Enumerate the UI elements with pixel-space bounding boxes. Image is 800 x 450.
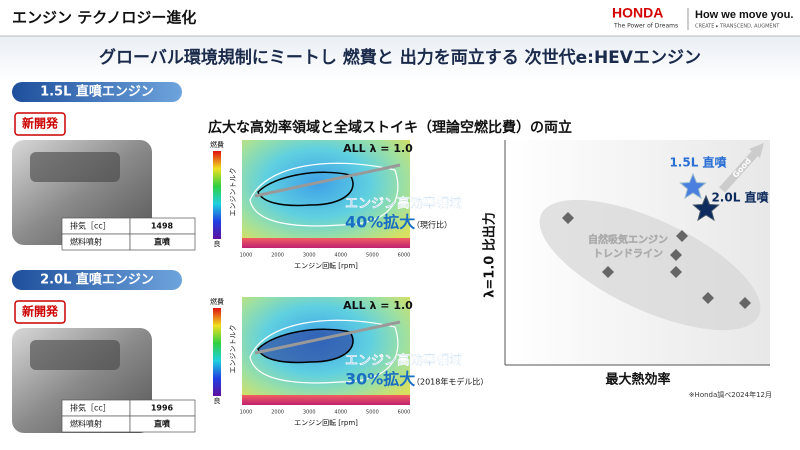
callout-value: 30%拡大 xyxy=(345,370,415,389)
brand-tagline: The Power of Dreams xyxy=(613,23,678,30)
x-tick-label: 3000 xyxy=(303,253,316,259)
heatmap-band xyxy=(242,238,410,248)
x-axis-label: 最大熱効率 xyxy=(605,372,670,388)
contour-inner xyxy=(257,171,354,207)
scale-bottom: 良 xyxy=(214,396,221,405)
callout: エンジン高効率領域 xyxy=(345,353,462,369)
x-tick-label: 4000 xyxy=(334,253,347,259)
table-cell xyxy=(129,415,196,433)
x-tick-label: 5000 xyxy=(366,253,379,259)
highlight-label: 1.5L 直噴 xyxy=(669,155,727,170)
table-value: 直噴 xyxy=(154,237,171,247)
headline-band xyxy=(0,36,800,80)
color-scale xyxy=(213,308,221,396)
brand: HONDA xyxy=(612,5,663,21)
diamonds xyxy=(562,212,751,309)
map-note: ALL λ = 1.0 xyxy=(343,142,413,155)
badge: 新開発 xyxy=(22,116,59,131)
x-tick-label: 1000 xyxy=(240,253,253,259)
color-scale xyxy=(213,151,221,239)
engine-detail xyxy=(30,340,120,370)
callout-note: （現行比） xyxy=(412,220,452,230)
good-arrowhead xyxy=(749,143,764,158)
x-tick-label: 5000 xyxy=(366,410,379,416)
table-label: 排気［cc］ xyxy=(70,221,111,231)
heatmap-band xyxy=(242,395,410,405)
section-title: 1.5L 直噴エンジン xyxy=(40,84,154,100)
trend-label: トレンドライン xyxy=(593,248,663,260)
highlight-label: 2.0L 直噴 xyxy=(711,190,769,205)
table-value: 1996 xyxy=(151,404,174,413)
y-axis-label: λ=1.0 比出力 xyxy=(482,212,498,298)
table-label: 排気［cc］ xyxy=(70,403,111,413)
section-pill xyxy=(12,270,182,290)
badge: 新開発 xyxy=(22,304,59,319)
map-x-label: エンジン回転 [rpm] xyxy=(294,262,358,270)
star-20 xyxy=(692,194,720,222)
scale-top: 燃費 xyxy=(210,140,224,149)
x-tick-label: 1000 xyxy=(240,410,253,416)
table-label: 燃料噴射 xyxy=(70,419,102,429)
contour-outer xyxy=(249,319,399,384)
badge-box xyxy=(14,300,66,324)
table-label: 燃料噴射 xyxy=(70,237,102,247)
slogan: How we move you. xyxy=(695,9,793,21)
contour-outer xyxy=(249,162,399,227)
map-note: ALL λ = 1.0 xyxy=(343,299,413,312)
star-15 xyxy=(679,172,707,200)
section-title: 2.0L 直噴エンジン xyxy=(40,272,154,288)
scale-top: 燃費 xyxy=(210,297,224,306)
trend-arrow xyxy=(254,163,401,198)
table-value: 直噴 xyxy=(154,419,171,429)
callout-note: （2018年モデル比） xyxy=(412,377,488,387)
engine-detail xyxy=(30,152,120,182)
subheadline: 広大な高効率領域と全域ストイキ（理論空燃比費）の両立 xyxy=(208,119,572,136)
section-pill xyxy=(12,82,182,102)
trend-label: 自然吸気エンジン xyxy=(588,233,668,246)
footnote: ※Honda調べ2024年12月 xyxy=(689,390,772,399)
callout: エンジン高効率領域 xyxy=(345,196,462,212)
x-tick-label: 6000 xyxy=(398,253,411,259)
x-tick-label: 3000 xyxy=(303,410,316,416)
good-arrow xyxy=(719,147,761,193)
title: エンジン テクノロジー進化 xyxy=(12,9,196,27)
slogan-sub: CREATE ▸ TRANSCEND, AUGMENT xyxy=(695,24,780,30)
callout-value: 40%拡大 xyxy=(345,213,415,232)
x-tick-label: 2000 xyxy=(271,410,284,416)
map-y-label: エンジントルク xyxy=(229,325,237,374)
scale-bottom: 良 xyxy=(214,239,221,248)
badge-box xyxy=(14,112,66,136)
x-tick-label: 6000 xyxy=(398,410,411,416)
headline: グローバル環境規制にミートし 燃費と 出力を両立する 次世代e:HEVエンジン xyxy=(99,47,701,68)
x-tick-label: 4000 xyxy=(334,410,347,416)
table-cell xyxy=(129,233,196,251)
table-value: 1498 xyxy=(151,222,174,231)
x-tick-label: 2000 xyxy=(271,253,284,259)
map-x-label: エンジン回転 [rpm] xyxy=(294,419,358,427)
map-y-label: エンジントルク xyxy=(229,168,237,217)
trend-arrow xyxy=(254,320,401,355)
